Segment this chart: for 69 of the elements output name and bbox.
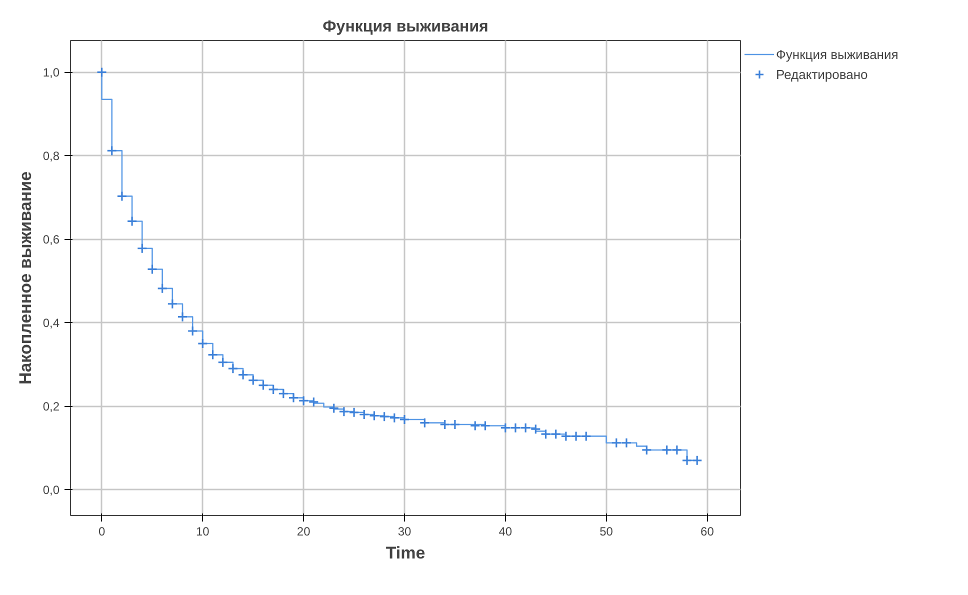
point [399,414,410,425]
y-tick-label: 1,0 [42,66,60,80]
point [96,66,108,78]
y-tick-label: 0,2 [42,400,60,414]
point [238,370,248,380]
point [106,145,118,156]
point [419,418,430,428]
point [662,444,672,456]
point [167,298,178,310]
x-tick-label: 50 [600,524,614,538]
point [116,190,128,202]
point [308,396,319,408]
x-tick-label: 60 [700,524,714,538]
point [278,388,289,399]
point [530,424,541,434]
y-tick-label: 0,6 [42,232,60,247]
point [338,406,350,417]
point [682,455,692,466]
point [228,363,238,374]
point [621,438,632,448]
point [268,384,279,395]
point [288,392,299,404]
point [520,422,531,434]
point [298,395,309,406]
point [157,283,168,294]
point [692,455,702,466]
point [126,216,138,227]
point [641,444,652,456]
x-tick-label: 0 [98,524,106,538]
point [258,380,269,391]
point [580,430,592,442]
point [440,419,450,430]
y-tick-label: 0,0 [42,483,60,498]
x-tick-label: 30 [398,524,412,538]
x-axis-title: Time [386,544,426,562]
legend-label: Редактировано [776,66,868,82]
point [328,402,340,414]
point [611,438,622,448]
point [500,422,511,434]
point [358,409,370,420]
point [197,338,208,349]
point [136,243,148,254]
point [560,430,572,442]
point [146,264,158,275]
point [510,422,521,434]
point [389,412,400,424]
point [480,420,491,432]
point [450,419,460,430]
point [177,312,188,322]
y-axis-title: Накопленное выживание [16,171,35,385]
point [248,374,258,386]
legend-label: Функция выживания [776,46,898,62]
point [570,430,582,442]
x-tick-label: 10 [196,524,210,538]
point [218,357,228,368]
point [207,350,218,360]
point [470,420,480,432]
x-tick-label: 40 [498,524,512,538]
point [368,410,380,422]
chart-title: Функция выживания [322,18,488,36]
point [550,428,562,440]
y-tick-label: 0,4 [42,316,60,330]
point [672,444,682,456]
x-tick-label: 20 [296,524,311,538]
point [379,411,390,422]
point [540,428,552,440]
point [348,407,360,418]
point [187,326,198,336]
y-tick-label: 0,8 [42,149,60,164]
